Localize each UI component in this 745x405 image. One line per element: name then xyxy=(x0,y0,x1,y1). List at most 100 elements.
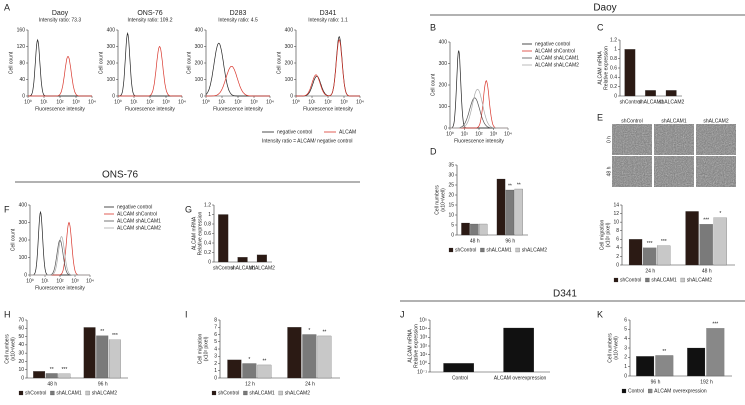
significance-mark: ** xyxy=(508,183,512,189)
y-tick-label: 10 xyxy=(613,219,619,225)
x-tick-label: 10¹ xyxy=(130,99,138,105)
panel-label: H xyxy=(4,309,11,319)
y-tick-label: 300 xyxy=(107,44,116,50)
panel-label: K xyxy=(597,309,603,319)
y-tick-label: 0 xyxy=(444,125,447,131)
significance-mark: ** xyxy=(262,358,266,364)
significance-mark: *** xyxy=(703,218,709,224)
y-tick-label: 400 xyxy=(19,202,28,208)
x-tick-label: shControl xyxy=(213,265,234,271)
y-tick-label: 14 xyxy=(613,202,619,208)
micrograph-texture xyxy=(612,156,652,187)
bar xyxy=(645,90,656,97)
y-axis-label: ALCAM mRNA xyxy=(597,51,603,85)
y-tick-label: 300 xyxy=(285,44,294,50)
bar xyxy=(443,363,474,373)
y-tick-label: 70 xyxy=(18,317,24,323)
significance-mark: *** xyxy=(647,241,653,247)
x-tick-label: 10¹ xyxy=(41,278,49,284)
histogram-curve xyxy=(450,88,508,129)
x-axis-label: Fluorescence intensity xyxy=(35,285,85,291)
y-tick-label: 1.2 xyxy=(204,202,211,208)
x-tick-label: 10¹ xyxy=(218,99,226,105)
y-tick-label: 300 xyxy=(19,220,28,226)
y-tick-label: 0.4 xyxy=(610,75,617,81)
histogram-curve xyxy=(296,35,360,97)
x-axis-label: Fluorescence intensity xyxy=(454,138,504,144)
y-tick-label: 20 xyxy=(448,192,454,198)
legend-label: ALCAM shALCAM1 xyxy=(535,55,579,61)
x-tick-label: shALCAM1 xyxy=(230,265,256,271)
legend-swatch xyxy=(50,390,55,396)
y-tick-label: 1.2 xyxy=(610,37,617,43)
histogram-curve xyxy=(206,65,270,97)
y-tick-label: 0.6 xyxy=(204,231,211,237)
significance-mark: ** xyxy=(322,329,326,335)
header: Daoy xyxy=(593,3,616,14)
y-tick-label: 200 xyxy=(107,60,116,66)
bar xyxy=(287,327,302,379)
y-tick-label: 4 xyxy=(214,346,217,352)
significance-mark: * xyxy=(308,328,310,334)
image-column-label: shControl xyxy=(621,118,642,124)
y-axis-label: (x10² pixel) xyxy=(203,336,209,361)
x-tick-label: 48 h xyxy=(47,381,57,387)
y-tick-label: 0 xyxy=(22,93,25,99)
x-tick-label: 10¹ xyxy=(40,99,48,105)
legend-label: ALCAM shALCAM2 xyxy=(117,225,161,231)
significance-mark: ** xyxy=(662,349,666,355)
y-tick-label: 50 xyxy=(18,334,24,340)
y-tick-label: 400 xyxy=(439,39,448,45)
y-tick-label: 10 xyxy=(448,212,454,218)
panel-label: I xyxy=(185,309,188,319)
y-tick-label: 6 xyxy=(624,317,627,323)
x-tick-label: 10⁴ xyxy=(86,278,94,284)
histogram-curve xyxy=(118,31,182,97)
bar xyxy=(496,178,506,236)
y-tick-label: 160 xyxy=(17,27,26,33)
y-tick-label: 1 xyxy=(624,364,627,370)
histogram-curve xyxy=(450,80,508,129)
panel-label: D xyxy=(430,146,437,156)
y-tick-label: 400 xyxy=(195,27,204,33)
bar xyxy=(699,224,713,266)
x-tick-label: 10⁰ xyxy=(202,99,210,105)
y-axis-label: Cell numbers xyxy=(434,185,440,215)
axis xyxy=(205,30,270,97)
y-tick-label: 0 xyxy=(21,375,24,381)
significance-mark: *** xyxy=(712,322,718,328)
y-tick-label: 0 xyxy=(214,375,217,381)
legend-label: negative control xyxy=(277,129,312,135)
histogram-curve xyxy=(30,239,90,276)
x-tick-label: 10⁴ xyxy=(356,99,364,105)
legend-label: ALCAM overexpression xyxy=(654,388,707,394)
x-tick-label: 10⁰ xyxy=(24,99,32,105)
y-tick-label: 0 xyxy=(624,373,627,379)
significance-mark: *** xyxy=(61,367,67,373)
bar xyxy=(470,223,479,236)
bar xyxy=(58,373,71,379)
x-tick-label: 10³ xyxy=(72,99,80,105)
x-tick-label: shControl xyxy=(620,99,641,105)
legend-swatch xyxy=(645,277,650,283)
bar xyxy=(96,335,109,379)
y-tick-label: 4 xyxy=(624,336,627,342)
chart-subtitle: Intensity ratio: 109.2 xyxy=(127,17,172,23)
histogram-curve xyxy=(450,50,508,129)
y-tick-label: 0 xyxy=(614,93,617,99)
legend-swatch xyxy=(211,390,217,396)
bar xyxy=(257,364,272,379)
y-tick-label: 0 xyxy=(208,259,211,265)
legend-swatch xyxy=(515,247,520,253)
y-tick-label: 6 xyxy=(616,237,619,243)
y-tick-label: 10² xyxy=(420,343,428,349)
histogram-curve xyxy=(28,55,92,97)
y-tick-label: 25 xyxy=(448,182,454,188)
x-tick-label: 48 h xyxy=(470,238,480,244)
x-tick-label: 10² xyxy=(324,99,332,105)
y-axis-label: (x10² pixel) xyxy=(605,222,611,247)
y-tick-label: 0 xyxy=(616,262,619,268)
x-tick-label: 10⁴ xyxy=(178,99,186,105)
x-tick-label: 10² xyxy=(56,278,64,284)
y-tick-label: 8 xyxy=(214,317,217,323)
